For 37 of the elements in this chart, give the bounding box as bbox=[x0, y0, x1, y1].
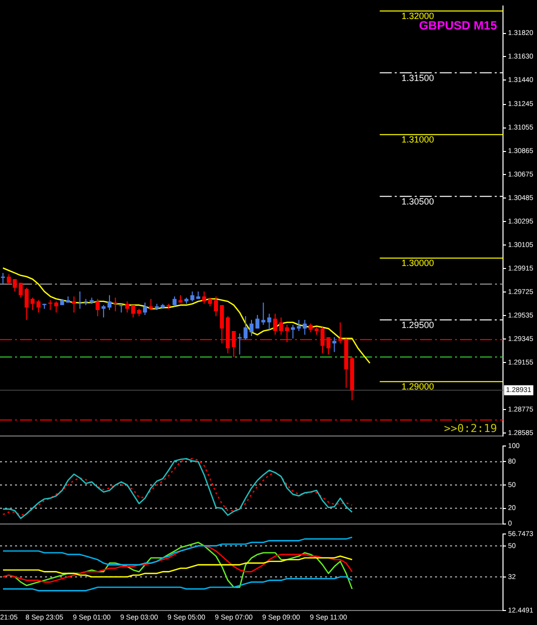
candlestick bbox=[78, 290, 82, 310]
annotation: >>0:2:19 bbox=[444, 422, 497, 436]
candlestick bbox=[102, 304, 106, 318]
ref-line-label: 1.30500 bbox=[401, 196, 434, 206]
candlestick bbox=[296, 319, 301, 332]
candlestick bbox=[238, 332, 242, 355]
candlestick bbox=[107, 294, 112, 311]
ref-line-label: 1.30000 bbox=[401, 258, 434, 268]
candlestick bbox=[255, 314, 260, 330]
candlestick bbox=[6, 274, 11, 285]
ref-line-label: 1.29500 bbox=[401, 320, 434, 330]
candlestick bbox=[96, 298, 100, 317]
candlestick bbox=[244, 316, 248, 340]
candlestick bbox=[267, 313, 272, 330]
candlestick bbox=[332, 336, 336, 353]
candlestick bbox=[36, 300, 40, 313]
candlestick bbox=[290, 324, 295, 339]
candlestick bbox=[0, 272, 5, 285]
candlestick bbox=[30, 297, 35, 311]
candlestick bbox=[113, 297, 118, 312]
candlestick bbox=[72, 296, 76, 313]
candlestick bbox=[125, 300, 130, 313]
ref-line-label: 1.31500 bbox=[401, 72, 434, 83]
candlestick bbox=[279, 316, 284, 336]
candlestick bbox=[148, 298, 153, 311]
ref-line-label: 1.31000 bbox=[401, 134, 434, 145]
candlestick bbox=[24, 287, 29, 320]
candlestick bbox=[273, 313, 278, 336]
candlestick bbox=[302, 319, 307, 336]
candlestick bbox=[250, 319, 254, 336]
ref-line-label: 1.29000 bbox=[401, 382, 434, 392]
candlestick bbox=[142, 302, 147, 316]
candlestick bbox=[172, 296, 177, 307]
candlestick bbox=[214, 296, 218, 317]
candlestick bbox=[261, 302, 266, 326]
candlestick bbox=[131, 304, 136, 318]
candlestick bbox=[202, 290, 206, 304]
